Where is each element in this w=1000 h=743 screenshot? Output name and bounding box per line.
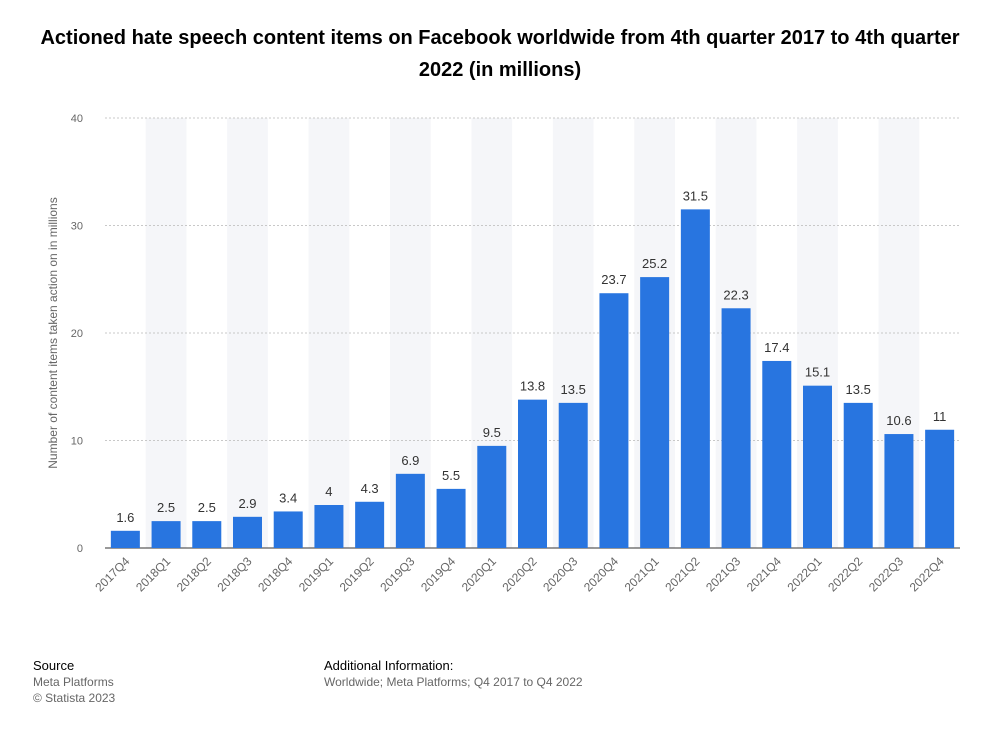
additional-info-text: Worldwide; Meta Platforms; Q4 2017 to Q4… — [324, 675, 583, 689]
x-tick-label: 2022Q1 — [785, 554, 825, 594]
data-label: 10.6 — [886, 413, 911, 428]
bar — [518, 399, 547, 548]
bar — [558, 402, 588, 548]
data-label: 1.6 — [116, 510, 134, 525]
bar — [314, 505, 344, 548]
bar — [395, 473, 425, 548]
x-tick-label: 2021Q4 — [744, 554, 784, 594]
data-label: 13.5 — [846, 382, 871, 397]
source-heading: Source — [33, 658, 75, 673]
x-tick-label: 2022Q2 — [825, 554, 865, 594]
data-label: 4 — [325, 484, 332, 499]
additional-info-block: Additional Information: Worldwide; Meta … — [324, 658, 583, 690]
x-tick-label: 2018Q1 — [133, 554, 173, 594]
data-label: 13.8 — [520, 379, 545, 394]
bar — [273, 511, 303, 548]
bar — [355, 501, 385, 548]
x-tick-label: 2021Q2 — [662, 554, 702, 594]
bar — [599, 293, 629, 548]
y-axis-ticks: 0 10 20 30 40 — [71, 113, 83, 555]
additional-info-heading: Additional Information: — [324, 658, 454, 673]
bar — [436, 488, 466, 548]
x-tick-label: 2018Q3 — [215, 554, 255, 594]
bar — [680, 209, 710, 548]
source-block: Source Meta Platforms © Statista 2023 — [33, 658, 115, 706]
y-axis-label: Number of content items taken action on … — [46, 197, 60, 468]
data-label: 3.4 — [279, 490, 297, 505]
y-tick-label: 10 — [71, 436, 83, 448]
x-tick-label: 2020Q2 — [500, 554, 540, 594]
x-tick-label: 2017Q4 — [92, 554, 132, 594]
x-tick-label: 2019Q1 — [296, 554, 336, 594]
bar — [640, 277, 670, 548]
x-tick-label: 2018Q2 — [174, 554, 214, 594]
bar — [110, 530, 140, 548]
y-tick-label: 40 — [71, 113, 83, 125]
y-tick-label: 30 — [71, 221, 83, 233]
data-label: 22.3 — [723, 287, 748, 302]
bar — [925, 429, 955, 548]
data-labels: 1.6 2.5 2.5 2.9 3.4 4 4.3 6.9 5.5 9.5 13.8 13.5 23.7… — [116, 188, 946, 524]
x-tick-label: 2022Q4 — [907, 554, 947, 594]
data-label: 6.9 — [401, 453, 419, 468]
bar — [233, 516, 262, 548]
data-label: 11 — [933, 409, 947, 424]
x-axis-ticks: 2017Q4 2018Q1 2018Q2 2018Q3 2018Q4 2019Q1 2019… — [92, 554, 947, 594]
bar — [843, 402, 873, 548]
x-tick-label: 2020Q1 — [459, 554, 499, 594]
bar — [884, 434, 914, 548]
data-label: 25.2 — [642, 256, 667, 271]
copyright: © Statista 2023 — [33, 691, 116, 705]
data-label: 31.5 — [683, 188, 708, 203]
data-label: 23.7 — [601, 272, 626, 287]
x-tick-label: 2018Q4 — [255, 554, 295, 594]
bar — [803, 385, 832, 548]
data-label: 2.5 — [198, 500, 216, 515]
x-tick-label: 2019Q4 — [418, 554, 458, 594]
chart-title: Actioned hate speech content items on Fa… — [40, 27, 960, 81]
source-name: Meta Platforms — [33, 675, 114, 689]
y-tick-label: 0 — [77, 543, 83, 555]
x-tick-label: 2022Q3 — [866, 554, 906, 594]
data-label: 5.5 — [442, 468, 460, 483]
x-tick-label: 2021Q1 — [622, 554, 662, 594]
x-tick-label: 2019Q3 — [377, 554, 417, 594]
data-label: 2.9 — [238, 496, 256, 511]
data-label: 13.5 — [561, 382, 586, 397]
bar — [151, 521, 181, 548]
y-tick-label: 20 — [71, 328, 83, 340]
bar — [721, 308, 751, 548]
bar — [477, 445, 507, 548]
x-tick-label: 2020Q3 — [540, 554, 580, 594]
bars — [110, 209, 955, 548]
data-label: 17.4 — [764, 340, 789, 355]
x-tick-label: 2021Q3 — [703, 554, 743, 594]
x-tick-label: 2019Q2 — [337, 554, 377, 594]
x-tick-label: 2020Q4 — [581, 554, 621, 594]
data-label: 4.3 — [361, 481, 379, 496]
bar — [762, 360, 792, 548]
bar — [192, 521, 222, 548]
data-label: 9.5 — [483, 425, 501, 440]
data-label: 2.5 — [157, 500, 175, 515]
data-label: 15.1 — [805, 365, 830, 380]
